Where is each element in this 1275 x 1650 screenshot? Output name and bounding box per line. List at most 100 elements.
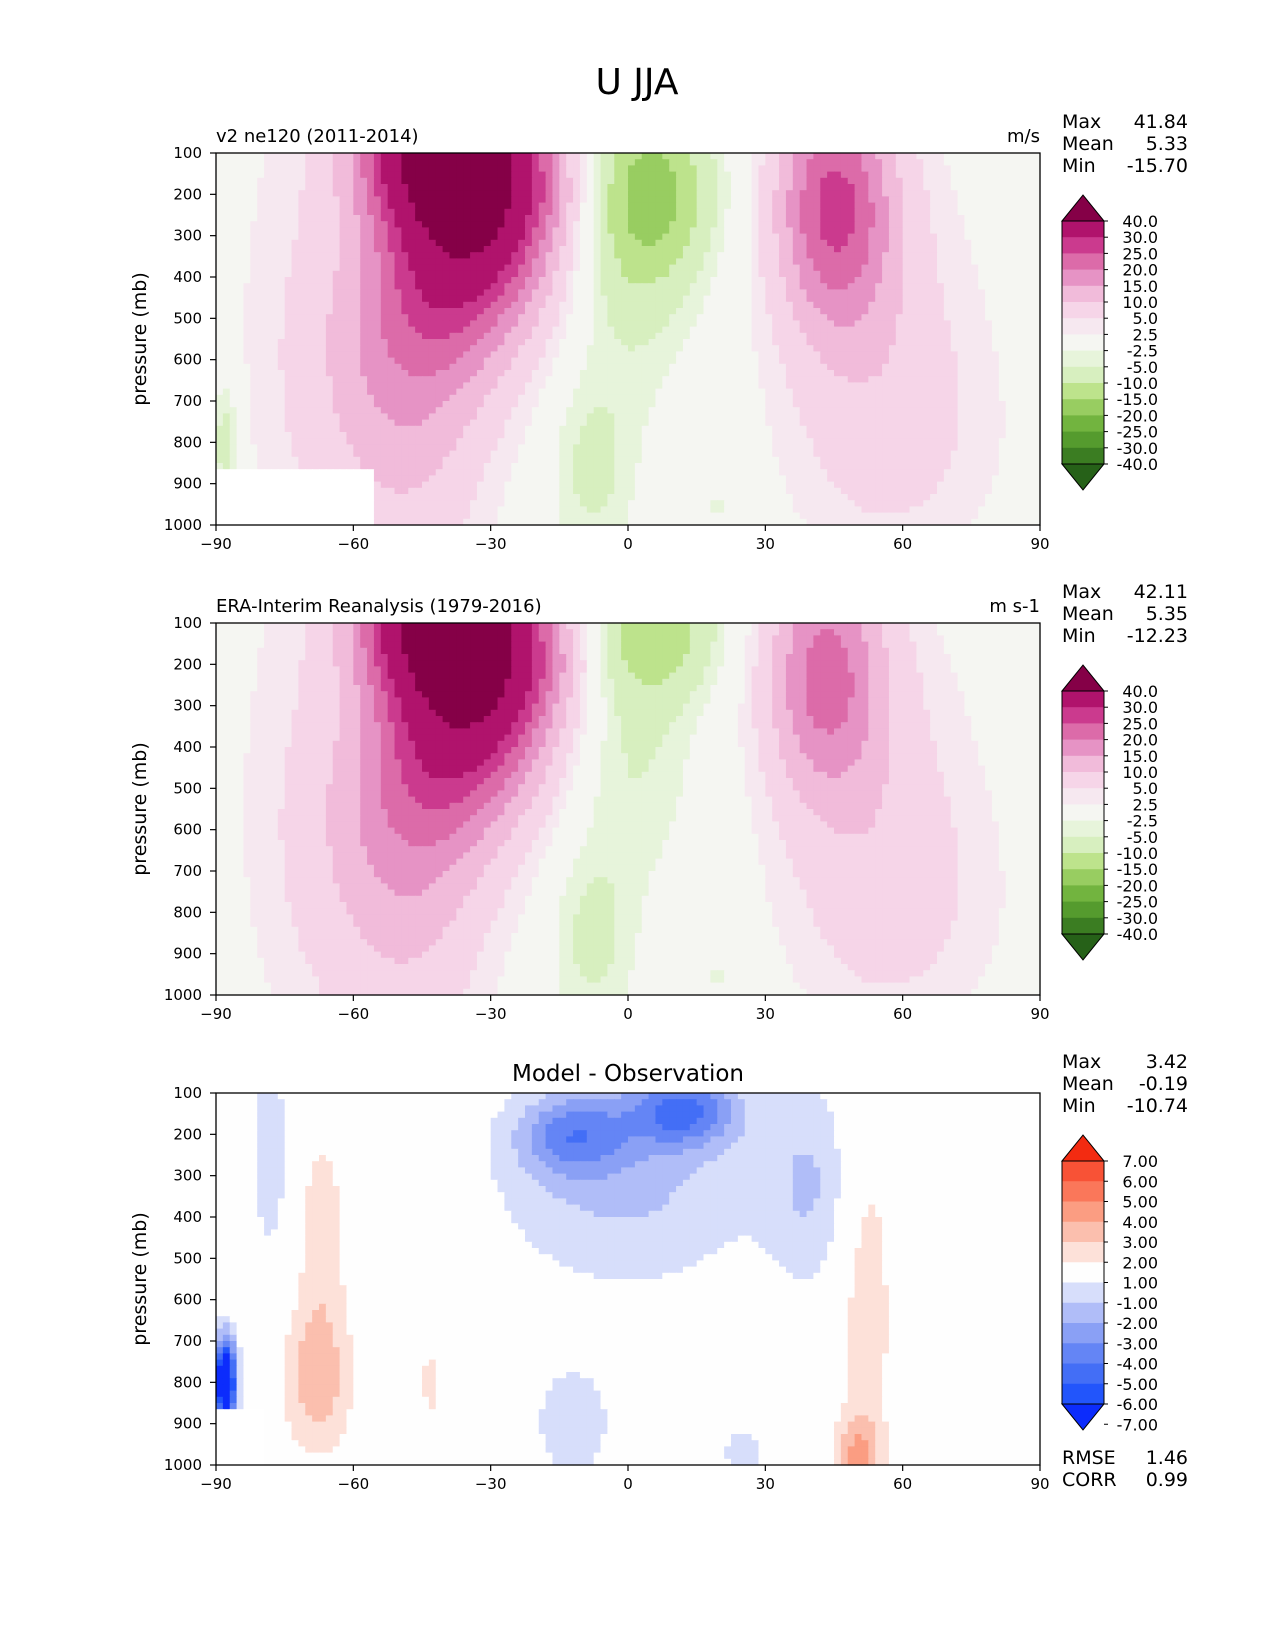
contour-cell — [806, 363, 814, 371]
contour-cell — [435, 208, 444, 216]
contour-cell — [264, 394, 272, 402]
contour-cell — [504, 370, 512, 377]
contour-cell — [298, 246, 306, 253]
contour-cell — [222, 376, 231, 383]
contour-cell — [291, 370, 299, 377]
contour-cell — [813, 196, 821, 204]
contour-cell — [785, 153, 794, 160]
contour-cell — [463, 153, 471, 160]
contour-cell — [236, 159, 245, 166]
contour-cell — [319, 314, 327, 321]
contour-cell — [229, 258, 238, 266]
contour-cell — [257, 227, 265, 235]
contour-cell — [380, 382, 389, 390]
contour-cell — [476, 177, 485, 185]
contour-cell — [305, 165, 313, 173]
contour-cell — [387, 233, 396, 241]
contour-cell — [655, 202, 663, 210]
contour-cell — [428, 264, 437, 272]
contour-cell — [298, 258, 306, 266]
contour-cell — [579, 277, 588, 284]
contour-cell — [861, 165, 869, 173]
contour-cell — [902, 171, 911, 179]
contour-cell — [751, 357, 760, 365]
contour-cell — [401, 227, 409, 235]
contour-cell — [545, 320, 554, 328]
contour-cell — [806, 332, 814, 340]
contour-cell — [861, 283, 869, 290]
contour-cell — [772, 165, 780, 173]
contour-cell — [655, 363, 663, 371]
contour-cell — [387, 258, 396, 266]
contour-cell — [401, 314, 409, 321]
contour-cell — [669, 177, 677, 185]
contour-cell — [525, 351, 533, 359]
contour-cell — [490, 215, 499, 222]
contour-cell — [813, 401, 821, 408]
contour-cell — [319, 196, 327, 204]
contour-cell — [703, 239, 711, 247]
contour-cell — [923, 177, 931, 185]
contour-cell — [476, 401, 485, 408]
contour-cell — [586, 252, 595, 259]
contour-cell — [916, 221, 924, 228]
contour-cell — [744, 270, 753, 278]
contour-cell — [442, 221, 451, 228]
contour-cell — [593, 326, 602, 334]
contour-cell — [1033, 394, 1041, 402]
contour-cell — [422, 314, 430, 321]
contour-cell — [882, 339, 890, 346]
contour-cell — [408, 326, 416, 334]
contour-cell — [634, 153, 643, 160]
contour-cell — [339, 363, 348, 371]
contour-cell — [765, 215, 773, 222]
contour-cell — [415, 357, 423, 365]
contour-cell — [394, 394, 402, 402]
contour-cell — [799, 382, 808, 390]
contour-cell — [1026, 264, 1034, 272]
contour-cell — [600, 159, 608, 166]
contour-cell — [531, 184, 540, 191]
contour-cell — [250, 159, 258, 166]
contour-cell — [559, 270, 567, 278]
contour-cell — [442, 264, 451, 272]
contour-cell — [957, 196, 966, 204]
contour-cell — [703, 363, 711, 371]
contour-cell — [916, 283, 924, 290]
contour-cell — [985, 252, 993, 259]
contour-cell — [339, 289, 348, 297]
contour-cell — [1033, 376, 1041, 383]
contour-cell — [689, 376, 698, 383]
contour-cell — [552, 326, 560, 334]
contour-cell — [367, 394, 375, 402]
contour-cell — [380, 320, 389, 328]
contour-cell — [806, 283, 814, 290]
contour-cell — [456, 283, 464, 290]
contour-cell — [476, 221, 485, 228]
contour-cell — [710, 277, 718, 284]
contour-cell — [229, 326, 238, 334]
contour-cell — [264, 308, 272, 315]
contour-cell — [305, 363, 313, 371]
contour-cell — [827, 227, 835, 235]
contour-cell — [236, 308, 245, 315]
contour-cell — [380, 165, 389, 173]
contour-cell — [648, 339, 657, 346]
contour-cell — [888, 184, 897, 191]
contour-cell — [861, 196, 869, 204]
contour-cell — [264, 270, 272, 278]
contour-cell — [243, 227, 251, 235]
contour-cell — [511, 388, 519, 396]
contour-cell — [525, 258, 533, 266]
contour-cell — [586, 345, 595, 352]
contour-cell — [525, 407, 533, 414]
contour-cell — [957, 370, 966, 377]
contour-cell — [689, 239, 698, 247]
contour-cell — [559, 177, 567, 185]
contour-cell — [408, 388, 416, 396]
contour-cell — [717, 407, 725, 414]
contour-cell — [332, 227, 341, 235]
contour-cell — [573, 339, 581, 346]
contour-cell — [621, 345, 629, 352]
contour-cell — [772, 394, 780, 402]
